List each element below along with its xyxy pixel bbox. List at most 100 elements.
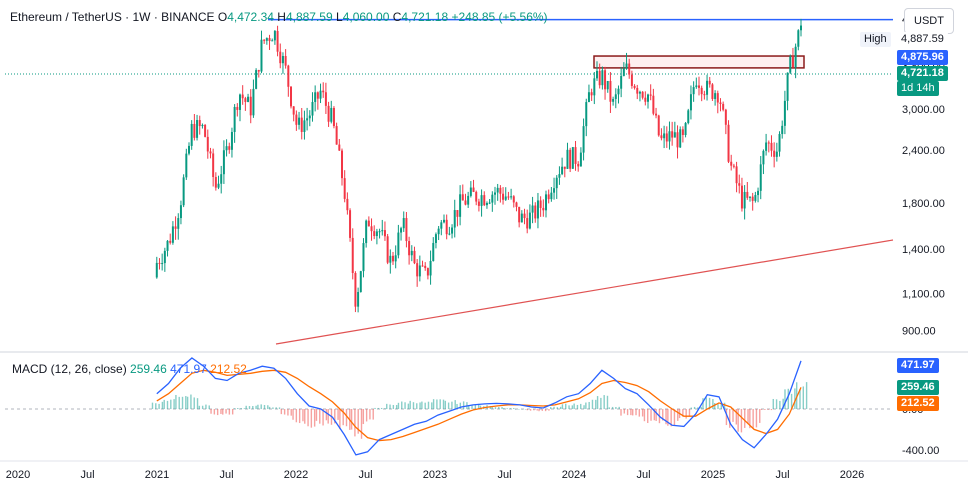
macd-hist-bar: [760, 409, 763, 410]
symbol-title[interactable]: Ethereum / TetherUS · 1W · BINANCE: [10, 10, 215, 24]
candle-body: [236, 106, 239, 110]
open-value: 4,472.34: [227, 10, 274, 24]
candle-body: [518, 206, 521, 223]
candle-body: [268, 38, 271, 42]
candle-body: [789, 56, 792, 73]
macd-hist-bar: [565, 403, 567, 410]
macd-hist-bar: [595, 399, 597, 410]
candle-body: [515, 202, 518, 207]
macd-hist-bar: [319, 409, 321, 424]
candle-body: [800, 25, 802, 31]
candle-body: [504, 196, 507, 200]
candle-body: [424, 265, 427, 269]
candle-body: [663, 133, 666, 139]
macd-hist-bar: [700, 406, 702, 410]
macd-hist-bar: [805, 382, 808, 410]
x-tick-label: Jul: [80, 469, 94, 481]
candle-body: [316, 92, 319, 99]
candle-body: [413, 250, 416, 264]
candle-body: [206, 136, 209, 152]
candle-body: [507, 196, 510, 198]
candle-body: [400, 228, 403, 233]
candle-body: [354, 273, 357, 307]
macd-hist-bar: [501, 407, 503, 410]
y-tick-label: 1,100.00: [902, 288, 945, 300]
macd-hist-bar: [524, 409, 527, 410]
macd-hist-bar: [360, 409, 363, 439]
candle-body: [477, 201, 480, 206]
macd-hist-bar: [163, 399, 165, 410]
candle-body: [579, 152, 582, 167]
macd-hist-bar: [459, 402, 462, 410]
candle-body: [773, 150, 776, 157]
macd-hist-bar: [158, 403, 160, 410]
macd-hist-bar: [345, 409, 348, 427]
high-value: 4,887.59: [285, 10, 333, 24]
candle-body: [343, 178, 346, 199]
candle-body: [719, 102, 722, 104]
candle-body: [244, 98, 247, 102]
y-tick-label: 3,000.00: [902, 104, 945, 116]
macd-hist-bar: [559, 406, 562, 410]
candle-body: [389, 255, 392, 263]
candle-body: [204, 124, 207, 137]
macd-hist-bar: [720, 402, 723, 410]
macd-hist-bar: [548, 409, 550, 411]
macd-hist-bar: [243, 408, 246, 410]
candle-body: [612, 98, 615, 102]
macd-hist-bar: [556, 407, 559, 410]
macd-hist-bar: [365, 409, 368, 422]
macd-hist-bar: [784, 389, 786, 410]
candle-body: [553, 188, 556, 193]
macd-hist-bar: [432, 399, 435, 410]
candle-body: [241, 94, 244, 99]
candle-body: [536, 200, 539, 219]
macd-hist-bar: [491, 406, 493, 410]
candle-body: [249, 96, 252, 116]
candle-body: [475, 191, 478, 202]
candle-body: [255, 70, 258, 89]
candle-body: [311, 102, 314, 116]
candle-body: [542, 207, 545, 211]
macd-hist-bar: [759, 409, 761, 423]
candle-body: [443, 219, 446, 223]
macd-hist-bar: [712, 398, 714, 410]
candle-body: [746, 191, 749, 198]
candle-body: [188, 145, 191, 154]
candle-body: [636, 87, 639, 94]
candle-body: [689, 94, 692, 111]
high-label: H: [277, 10, 286, 24]
macd-hist-bar: [193, 397, 195, 410]
macd-hist-bar: [635, 409, 637, 416]
currency-button[interactable]: USDT: [904, 8, 954, 34]
candle-body: [510, 196, 513, 198]
candle-body: [386, 236, 389, 263]
macd-hist-bar: [705, 397, 707, 410]
candle-body: [539, 200, 542, 208]
macd-title[interactable]: MACD (12, 26, close): [12, 362, 127, 376]
macd-hist-bar: [521, 409, 523, 410]
macd-hist-bar: [278, 407, 281, 410]
candle-body: [163, 250, 166, 264]
macd-hist-bar: [632, 409, 634, 416]
candle-body: [209, 151, 212, 154]
macd-hist-bar: [427, 401, 430, 410]
macd-hist-bar: [477, 403, 480, 410]
macd-hist-bar: [782, 398, 784, 410]
candle-body: [225, 146, 228, 151]
candle-body: [757, 190, 760, 196]
macd-hist-bar: [503, 408, 505, 410]
candle-body: [453, 210, 456, 228]
candle-body: [655, 113, 658, 116]
candle-body: [367, 220, 370, 227]
candle-body: [365, 220, 368, 244]
candle-body: [767, 142, 770, 144]
candle-body: [609, 80, 612, 102]
candle-body: [668, 131, 671, 142]
macd-hist-bar: [233, 408, 236, 410]
candle-body: [445, 219, 448, 235]
candle-body: [528, 212, 531, 229]
candle-body: [212, 153, 215, 178]
macd-hist-bar: [643, 409, 646, 422]
